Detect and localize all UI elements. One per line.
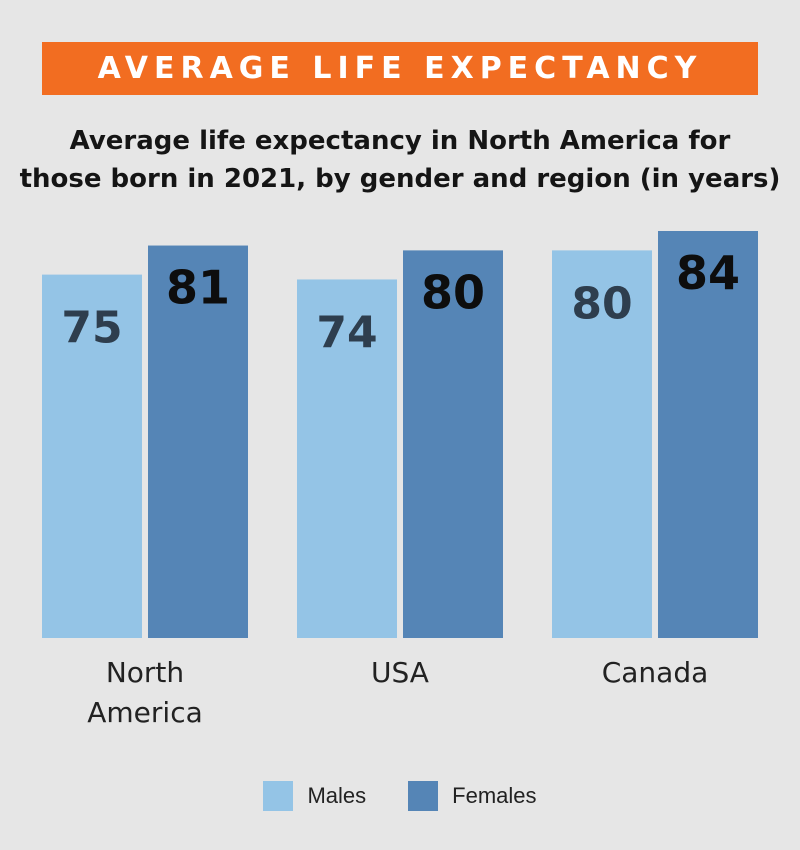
bar-males-0 bbox=[42, 274, 142, 638]
legend: Males Females bbox=[0, 778, 800, 814]
bar-value-label-females-1: 80 bbox=[421, 265, 485, 319]
category-label-2-0: Canada bbox=[602, 656, 709, 689]
legend-swatch-females bbox=[408, 781, 439, 811]
bar-males-1 bbox=[297, 279, 397, 638]
category-label-0-0: North bbox=[106, 656, 184, 689]
bar-value-label-males-0: 75 bbox=[61, 303, 122, 354]
legend-swatch-males bbox=[263, 781, 294, 811]
bar-males-2 bbox=[552, 250, 652, 638]
bar-females-0 bbox=[148, 245, 248, 639]
bar-value-label-males-2: 80 bbox=[571, 278, 632, 329]
bar-value-label-females-2: 84 bbox=[676, 246, 740, 300]
subtitle-line-1: Average life expectancy in North America… bbox=[69, 126, 731, 156]
legend-label-males: Males bbox=[307, 783, 367, 808]
legend-item-males: Males bbox=[263, 781, 366, 811]
bar-value-label-males-1: 74 bbox=[316, 307, 377, 358]
category-label-0-1: America bbox=[87, 696, 203, 729]
legend-label-females: Females bbox=[452, 783, 537, 808]
legend-item-females: Females bbox=[408, 781, 537, 811]
subtitle-line-2: those born in 2021, by gender and region… bbox=[19, 164, 781, 194]
bar-value-label-females-0: 81 bbox=[166, 261, 230, 315]
category-label-1-0: USA bbox=[371, 656, 429, 689]
chart-subtitle: Average life expectancy in North America… bbox=[0, 122, 800, 198]
title-banner: AVERAGE LIFE EXPECTANCY bbox=[42, 42, 758, 95]
bar-females-1 bbox=[403, 250, 503, 638]
bar-females-2 bbox=[658, 231, 758, 638]
banner-title: AVERAGE LIFE EXPECTANCY bbox=[97, 51, 703, 86]
